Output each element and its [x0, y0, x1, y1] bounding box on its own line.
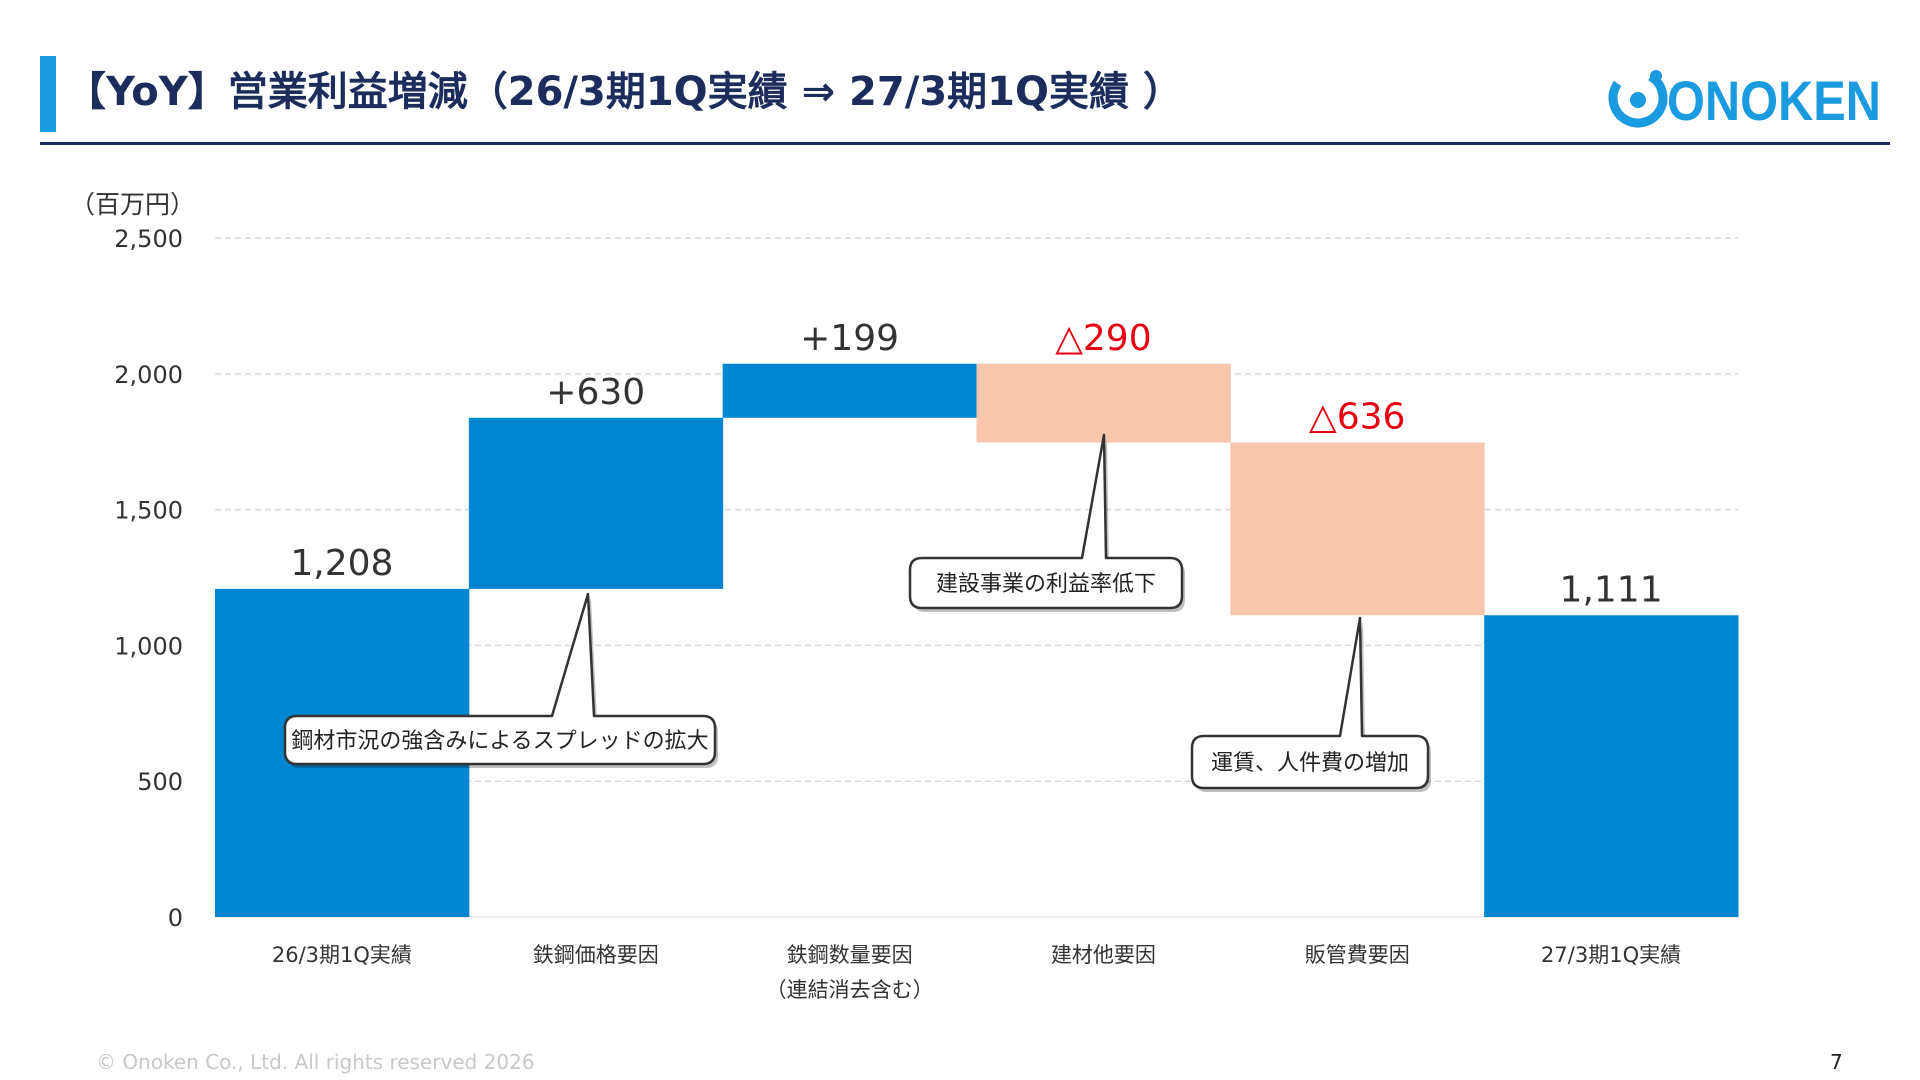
y-tick-label: 500	[137, 768, 183, 796]
callout-text: 鋼材市況の強含みによるスプレッドの拡大	[291, 729, 708, 754]
callout-bubble	[908, 433, 1184, 610]
bar-increase	[722, 363, 977, 418]
onoken-logo: ONOKEN	[1608, 68, 1881, 132]
value-labels: 1,208 +630 +199 △290 △636 1,111	[290, 318, 1662, 611]
page-title: 【YoY】営業利益増減（26/3期1Q実績 ⇒ 27/3期1Q実績 ）	[66, 69, 1183, 115]
bar-decrease	[1230, 442, 1485, 616]
bars	[215, 363, 1739, 917]
title-accent-bar	[40, 56, 56, 132]
bar-total	[1484, 615, 1739, 917]
callout: 建設事業の利益率低下	[908, 433, 1185, 612]
copyright-text: © Onoken Co., Ltd. All rights reserved 2…	[96, 1050, 535, 1074]
data-label: △290	[1055, 318, 1151, 359]
logo-text: ONOKEN	[1667, 69, 1881, 132]
x-tick-label: 建材他要因	[1051, 943, 1156, 967]
y-tick-label: 2,500	[114, 225, 183, 253]
y-tick-label: 1,500	[114, 497, 183, 525]
x-tick-sublabel: （連結消去含む）	[766, 978, 934, 1002]
callout-bubble	[283, 592, 717, 766]
data-label: 1,111	[1560, 569, 1663, 610]
unit-label: （百万円）	[70, 190, 195, 219]
x-tick-label: 26/3期1Q実績	[272, 943, 412, 967]
callout-bubble	[1190, 616, 1430, 790]
y-tick-label: 1,000	[114, 632, 183, 660]
data-label: 1,208	[290, 543, 393, 584]
x-tick-label: 販管費要因	[1305, 943, 1410, 967]
x-tick-label: 27/3期1Q実績	[1541, 943, 1681, 967]
callout-text: 建設事業の利益率低下	[936, 572, 1156, 597]
page-number: 7	[1830, 1050, 1843, 1074]
y-axis: 0 500 1,000 1,500 2,000 2,500	[114, 225, 183, 932]
callout-text: 運賃、人件費の増加	[1211, 751, 1409, 776]
data-label: △636	[1309, 397, 1405, 438]
data-label: +630	[546, 372, 645, 413]
bar-decrease	[976, 363, 1231, 443]
title-divider	[40, 142, 1890, 145]
x-tick-label: 鉄鋼数量要因	[787, 943, 913, 967]
x-axis: 26/3期1Q実績 鉄鋼価格要因 鉄鋼数量要因 （連結消去含む） 建材他要因 販管費要因 2…	[272, 943, 1681, 1002]
y-tick-label: 2,000	[114, 361, 183, 389]
callout: 運賃、人件費の増加	[1190, 616, 1431, 792]
data-label: +199	[800, 318, 899, 359]
x-tick-label: 鉄鋼価格要因	[533, 943, 659, 967]
callout: 鋼材市況の強含みによるスプレッドの拡大	[283, 592, 718, 768]
y-tick-label: 0	[168, 904, 183, 932]
bar-increase	[468, 417, 724, 589]
